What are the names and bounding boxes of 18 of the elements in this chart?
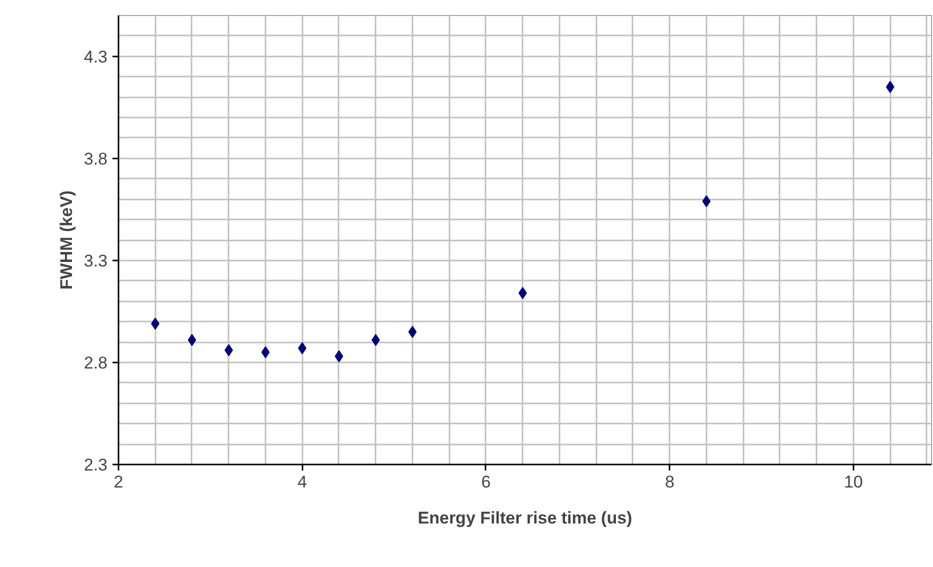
x-axis-title: Energy Filter rise time (us) [418, 508, 632, 528]
y-tick-label: 2.3 [84, 456, 108, 474]
point [408, 326, 417, 338]
y-tick-label: 2.8 [84, 353, 108, 372]
y-axis-title: FWHM (keV) [56, 190, 76, 290]
point [261, 346, 270, 358]
x-tick-label: 6 [481, 472, 491, 492]
x-tick-label: 2 [114, 472, 124, 492]
y-tick-label: 3.3 [84, 251, 108, 270]
point [702, 195, 711, 208]
point [886, 80, 894, 93]
x-tick-label: 8 [664, 472, 674, 492]
y-tick-label: 4.3 [84, 47, 108, 66]
point [188, 334, 196, 346]
y-tick-label: 3.8 [84, 149, 108, 168]
x-tick-label: 4 [298, 472, 307, 492]
point [334, 350, 344, 362]
x-tick-label: 10 [844, 472, 863, 492]
